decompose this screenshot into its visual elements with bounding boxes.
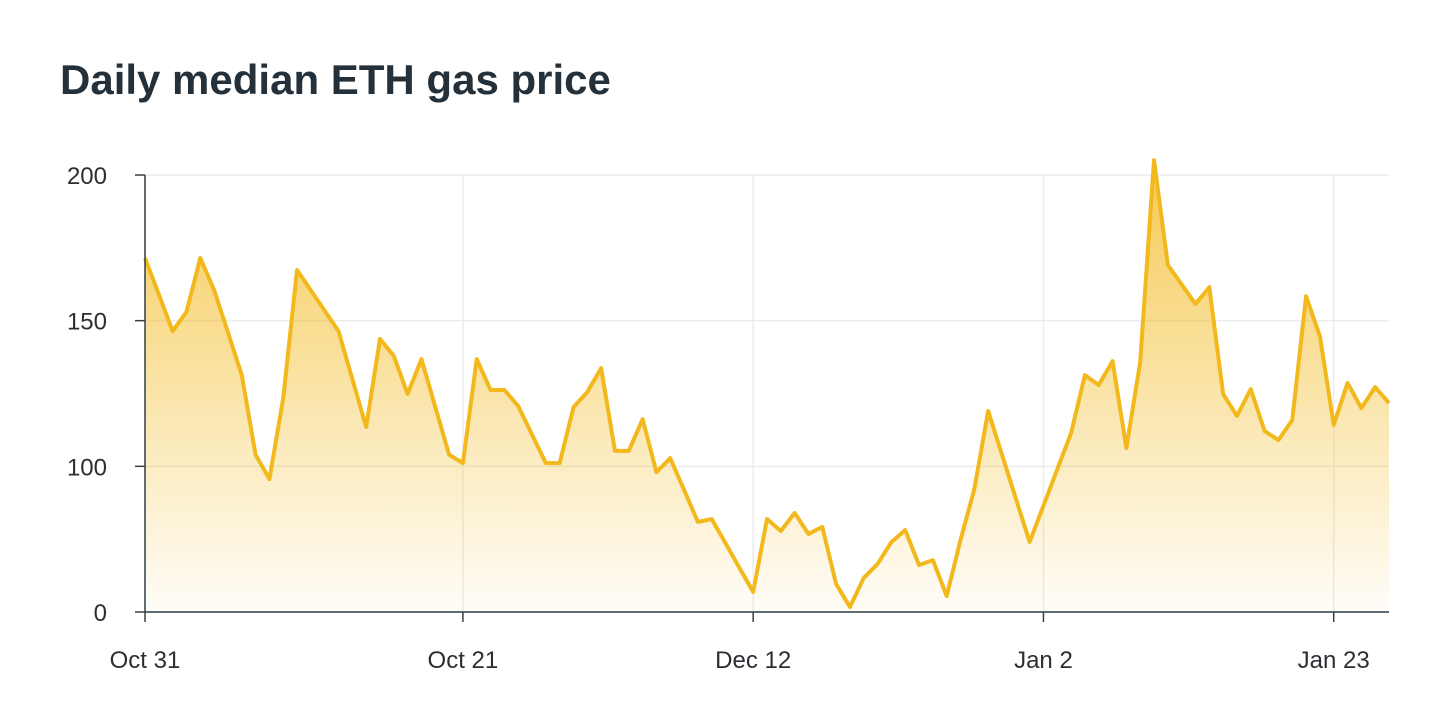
y-tick-label: 0 — [94, 600, 107, 627]
axes: 0 100 150 200 Oct 31 Oct 21 Dec 12 Jan 2 Jan 23 — [67, 163, 1389, 674]
y-tick-label: 100 — [67, 454, 107, 481]
x-tick-label: Jan 2 — [1014, 647, 1073, 674]
y-tick-label: 150 — [67, 309, 107, 336]
x-tick-label: Oct 21 — [428, 647, 499, 674]
plot — [143, 158, 1391, 612]
y-tick-label: 200 — [67, 163, 107, 190]
x-tick-label: Jan 23 — [1298, 647, 1370, 674]
line — [143, 158, 1391, 610]
x-tick-label: Oct 31 — [110, 647, 181, 674]
chart-title: Daily median ETH gas price — [60, 56, 611, 103]
area — [145, 160, 1389, 612]
x-tick-label: Dec 12 — [715, 647, 791, 674]
